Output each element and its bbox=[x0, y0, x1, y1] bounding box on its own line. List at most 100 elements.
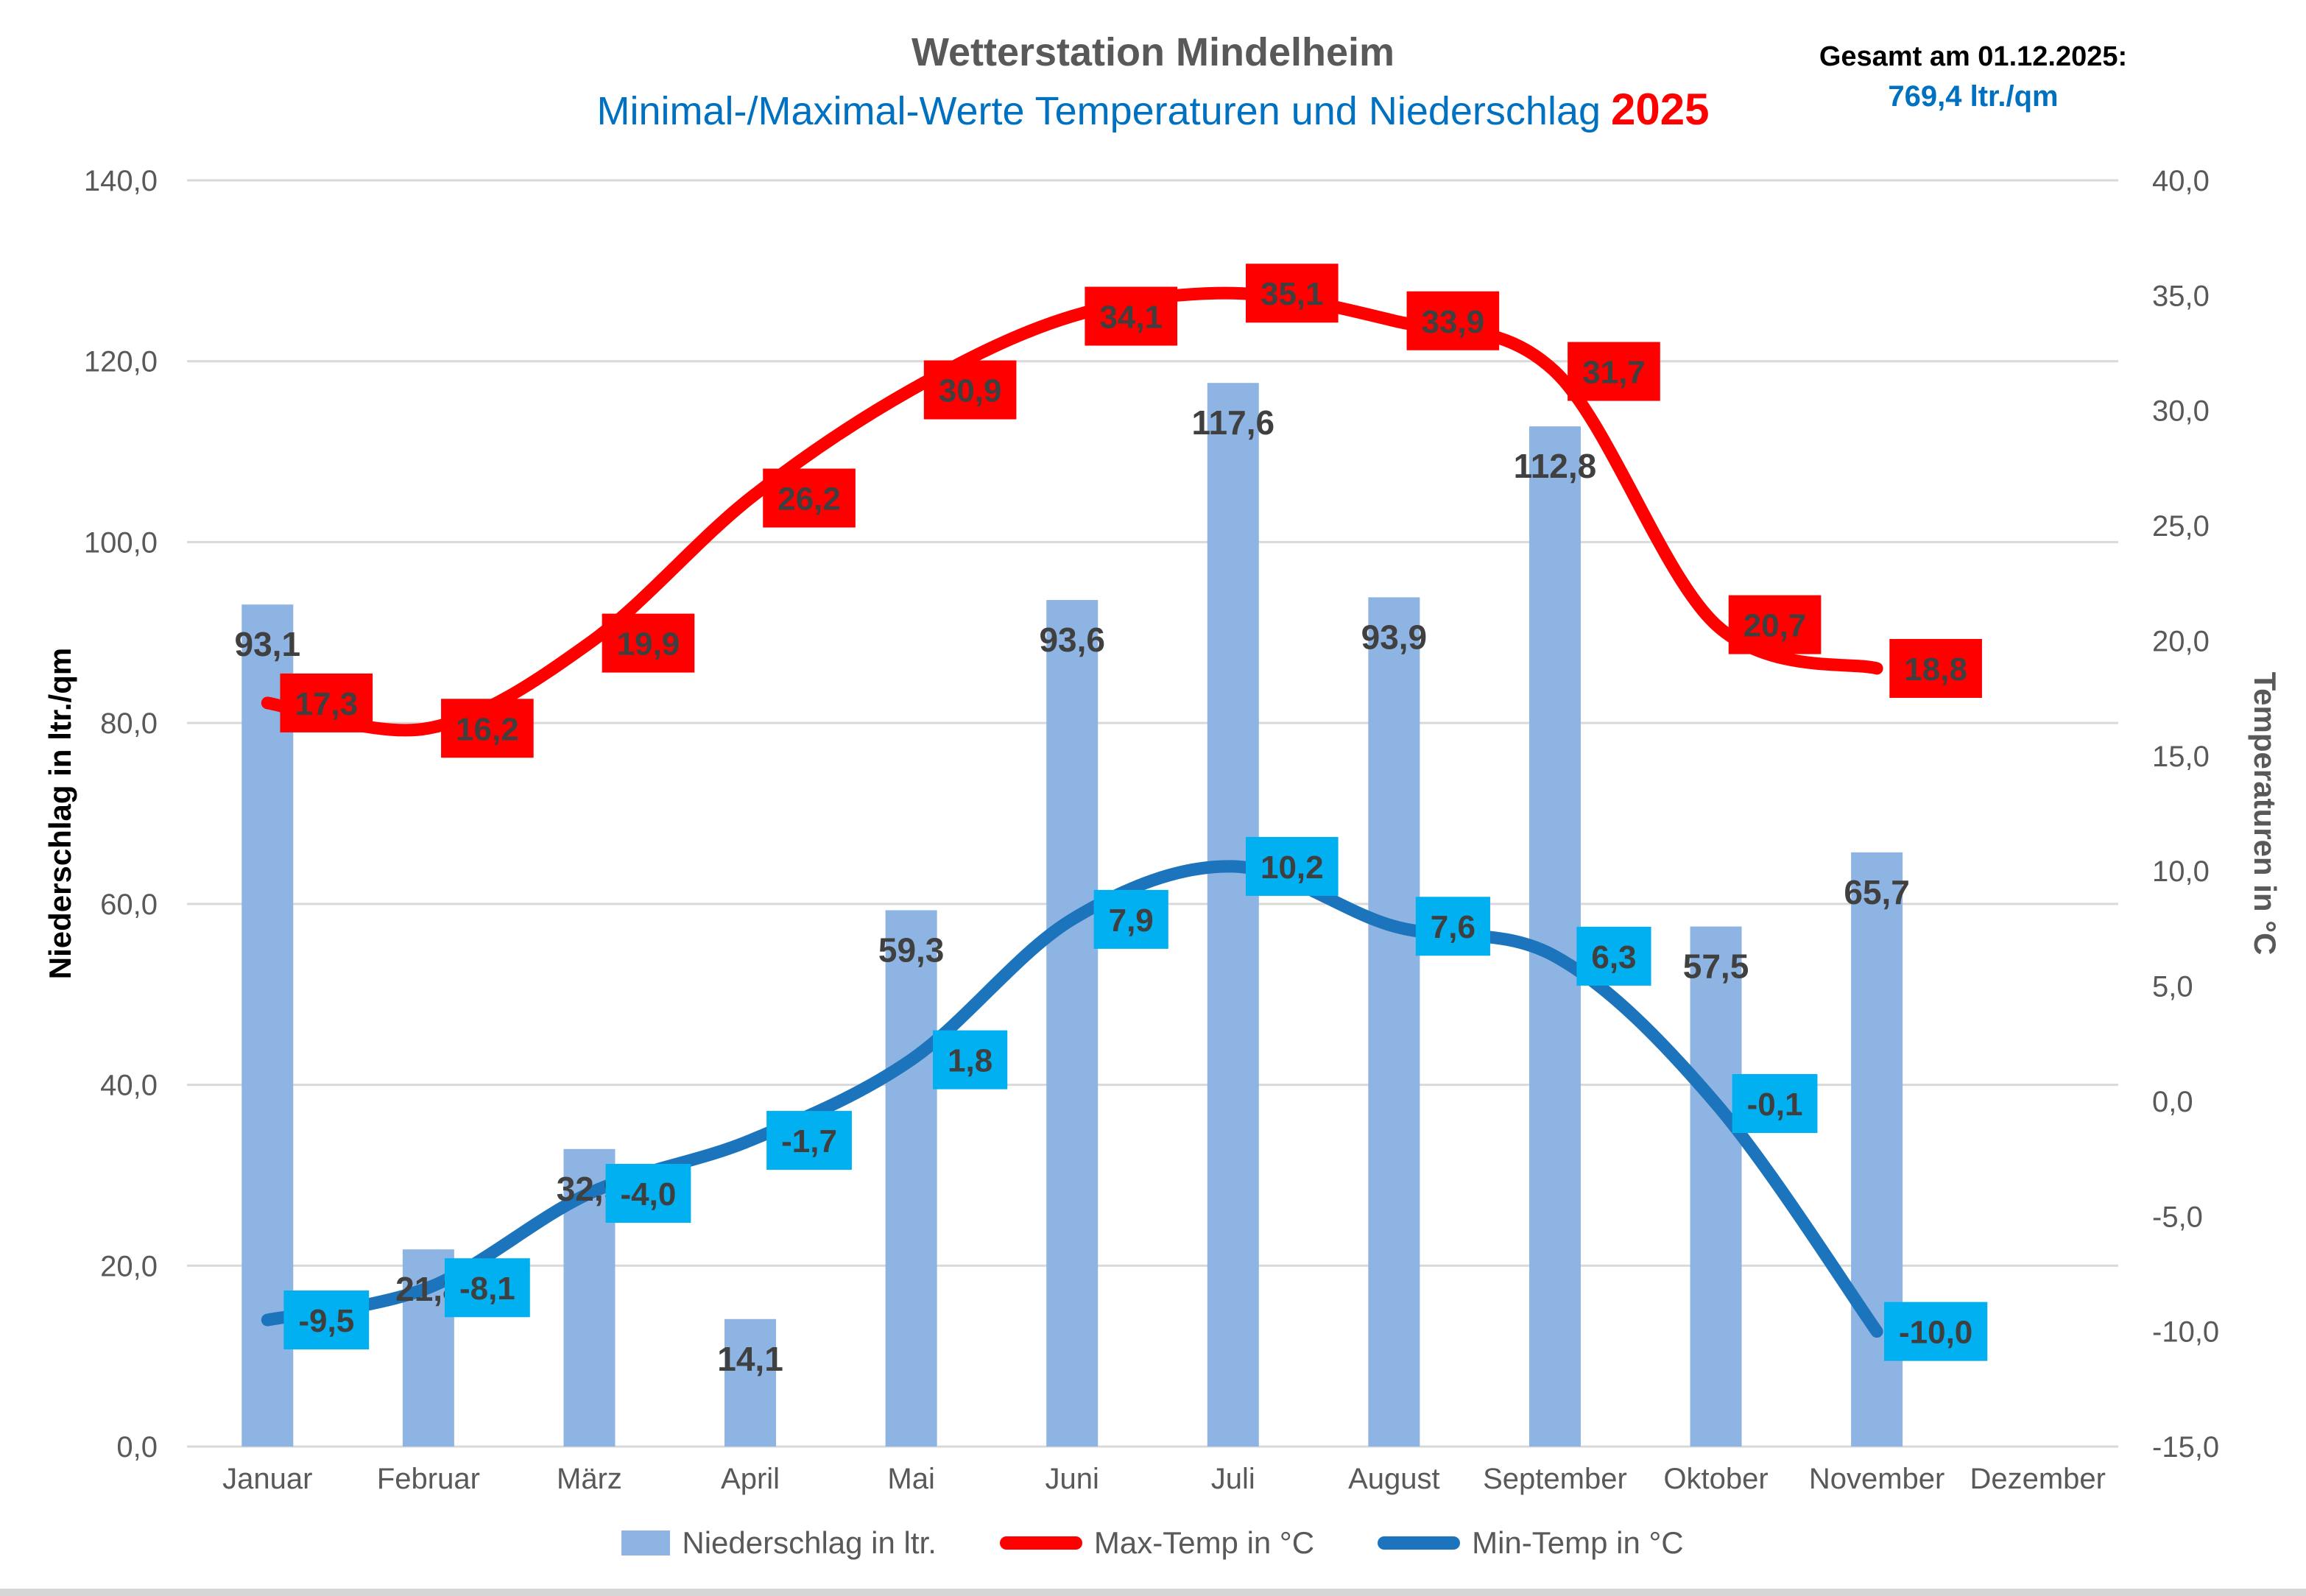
value-label-box bbox=[283, 1290, 370, 1349]
value-label: 31,7 bbox=[1582, 355, 1646, 391]
bar-Juni bbox=[1046, 600, 1099, 1447]
value-label-box bbox=[933, 1030, 1008, 1090]
legend: Niederschlag in ltr. Max-Temp in °C Min-… bbox=[187, 1516, 2118, 1569]
legend-item-niederschlag: Niederschlag in ltr. bbox=[621, 1525, 937, 1561]
bar-value-label: 93,6 bbox=[1039, 621, 1105, 659]
value-label-box bbox=[602, 613, 695, 673]
value-label: 7,6 bbox=[1431, 909, 1475, 945]
value-label-box bbox=[605, 1164, 691, 1223]
month-label: Mai bbox=[887, 1463, 934, 1495]
value-label: -0,1 bbox=[1747, 1087, 1803, 1123]
page-title: Wetterstation Mindelheim bbox=[911, 30, 1395, 74]
bar-value-label: 57,5 bbox=[1683, 947, 1749, 986]
bar-value-label: 117,6 bbox=[1192, 403, 1275, 442]
max-temp-line-icon bbox=[999, 1536, 1082, 1550]
legend-item-max-temp: Max-Temp in °C bbox=[999, 1525, 1315, 1561]
right-axis-tick: 15,0 bbox=[2152, 741, 2210, 773]
total-label: Gesamt am 01.12.2025: bbox=[1819, 41, 2128, 72]
value-label-box bbox=[763, 468, 856, 528]
bar-value-label: 59,3 bbox=[878, 931, 945, 969]
value-label: 30,9 bbox=[939, 373, 1002, 409]
bar-September bbox=[1528, 426, 1581, 1447]
left-axis-tick: 40,0 bbox=[100, 1070, 158, 1102]
min-temp-line-icon bbox=[1378, 1536, 1461, 1550]
legend-label: Min-Temp in °C bbox=[1472, 1525, 1684, 1560]
value-label: -1,7 bbox=[781, 1123, 837, 1159]
value-label-box bbox=[1085, 286, 1178, 346]
left-axis-tick: 20,0 bbox=[100, 1250, 158, 1282]
right-axis-tick: 20,0 bbox=[2152, 625, 2210, 657]
value-label-box bbox=[1568, 342, 1660, 401]
bar-August bbox=[1368, 597, 1420, 1447]
left-axis-tick: 0,0 bbox=[116, 1431, 158, 1463]
left-axis-tick: 80,0 bbox=[100, 707, 158, 740]
value-label-box bbox=[444, 1258, 530, 1318]
value-label: 20,7 bbox=[1743, 608, 1807, 644]
right-axis-tick: -10,0 bbox=[2152, 1316, 2219, 1349]
right-axis-tick: 10,0 bbox=[2152, 855, 2210, 888]
value-label: 18,8 bbox=[1904, 652, 1967, 688]
value-label: 35,1 bbox=[1260, 276, 1324, 312]
subtitle-text: Minimal-/Maximal-Werte Temperaturen und … bbox=[596, 89, 1601, 133]
right-axis-tick: 40,0 bbox=[2152, 165, 2210, 197]
value-label-box bbox=[1245, 836, 1339, 896]
value-label: 26,2 bbox=[778, 481, 841, 518]
value-label: -4,0 bbox=[621, 1176, 677, 1212]
bar-value-label: 112,8 bbox=[1514, 447, 1597, 485]
month-label: Juni bbox=[1046, 1463, 1099, 1495]
value-label-box bbox=[1883, 1302, 1988, 1361]
bar-Oktober bbox=[1690, 926, 1742, 1447]
value-label: 19,9 bbox=[617, 626, 680, 663]
value-label-box bbox=[1732, 1074, 1818, 1134]
value-label-box bbox=[1245, 264, 1339, 323]
value-label-box bbox=[766, 1111, 852, 1170]
value-label-box bbox=[923, 360, 1017, 420]
right-axis-title: Temperaturen in °C bbox=[2248, 672, 2282, 956]
left-axis-tick: 140,0 bbox=[84, 165, 158, 197]
month-label: September bbox=[1483, 1463, 1627, 1495]
bar-value-label: 93,9 bbox=[1361, 618, 1428, 656]
left-axis-tick: 120,0 bbox=[84, 346, 158, 378]
bar-value-label: 14,1 bbox=[717, 1340, 783, 1378]
right-axis-tick: 25,0 bbox=[2152, 510, 2210, 543]
left-axis-tick: 100,0 bbox=[84, 526, 158, 559]
right-axis-tick: -15,0 bbox=[2152, 1431, 2219, 1463]
value-label-box bbox=[1093, 889, 1168, 949]
right-axis-tick: 5,0 bbox=[2152, 971, 2193, 1003]
window-edge bbox=[0, 1589, 2306, 1596]
month-label: März bbox=[557, 1463, 622, 1495]
right-axis-tick: 30,0 bbox=[2152, 395, 2210, 428]
month-label: Februar bbox=[377, 1463, 480, 1495]
bar-value-label: 65,7 bbox=[1844, 873, 1910, 911]
precipitation-swatch-icon bbox=[621, 1530, 671, 1556]
month-label: Dezember bbox=[1970, 1463, 2106, 1495]
month-label: Juli bbox=[1211, 1463, 1255, 1495]
bar-Juli bbox=[1207, 383, 1259, 1447]
value-label: -10,0 bbox=[1899, 1315, 1972, 1351]
bar-April bbox=[724, 1318, 777, 1447]
value-label: -9,5 bbox=[298, 1303, 354, 1339]
legend-label: Max-Temp in °C bbox=[1093, 1525, 1315, 1560]
max-temp-line bbox=[261, 286, 1883, 737]
month-label: August bbox=[1348, 1463, 1440, 1495]
value-label: 6,3 bbox=[1591, 939, 1636, 975]
right-axis-tick: 0,0 bbox=[2152, 1086, 2193, 1118]
value-label: 16,2 bbox=[456, 711, 519, 747]
right-axis-tick: -5,0 bbox=[2152, 1201, 2203, 1233]
value-label: 17,3 bbox=[295, 686, 358, 722]
value-label: 7,9 bbox=[1109, 903, 1154, 939]
legend-item-min-temp: Min-Temp in °C bbox=[1378, 1525, 1684, 1561]
bar-value-label: 93,1 bbox=[235, 625, 301, 663]
total-value: 769,4 ltr./qm bbox=[1888, 80, 2059, 113]
value-label-box bbox=[1889, 638, 1982, 698]
min-temp-line bbox=[261, 860, 1883, 1338]
value-label-box bbox=[280, 673, 373, 732]
month-label: April bbox=[721, 1463, 780, 1495]
month-label: November bbox=[1809, 1463, 1945, 1495]
value-label-box bbox=[441, 699, 534, 758]
bar-Mai bbox=[885, 910, 937, 1447]
month-label: Oktober bbox=[1663, 1463, 1768, 1495]
legend-label: Niederschlag in ltr. bbox=[682, 1525, 937, 1560]
